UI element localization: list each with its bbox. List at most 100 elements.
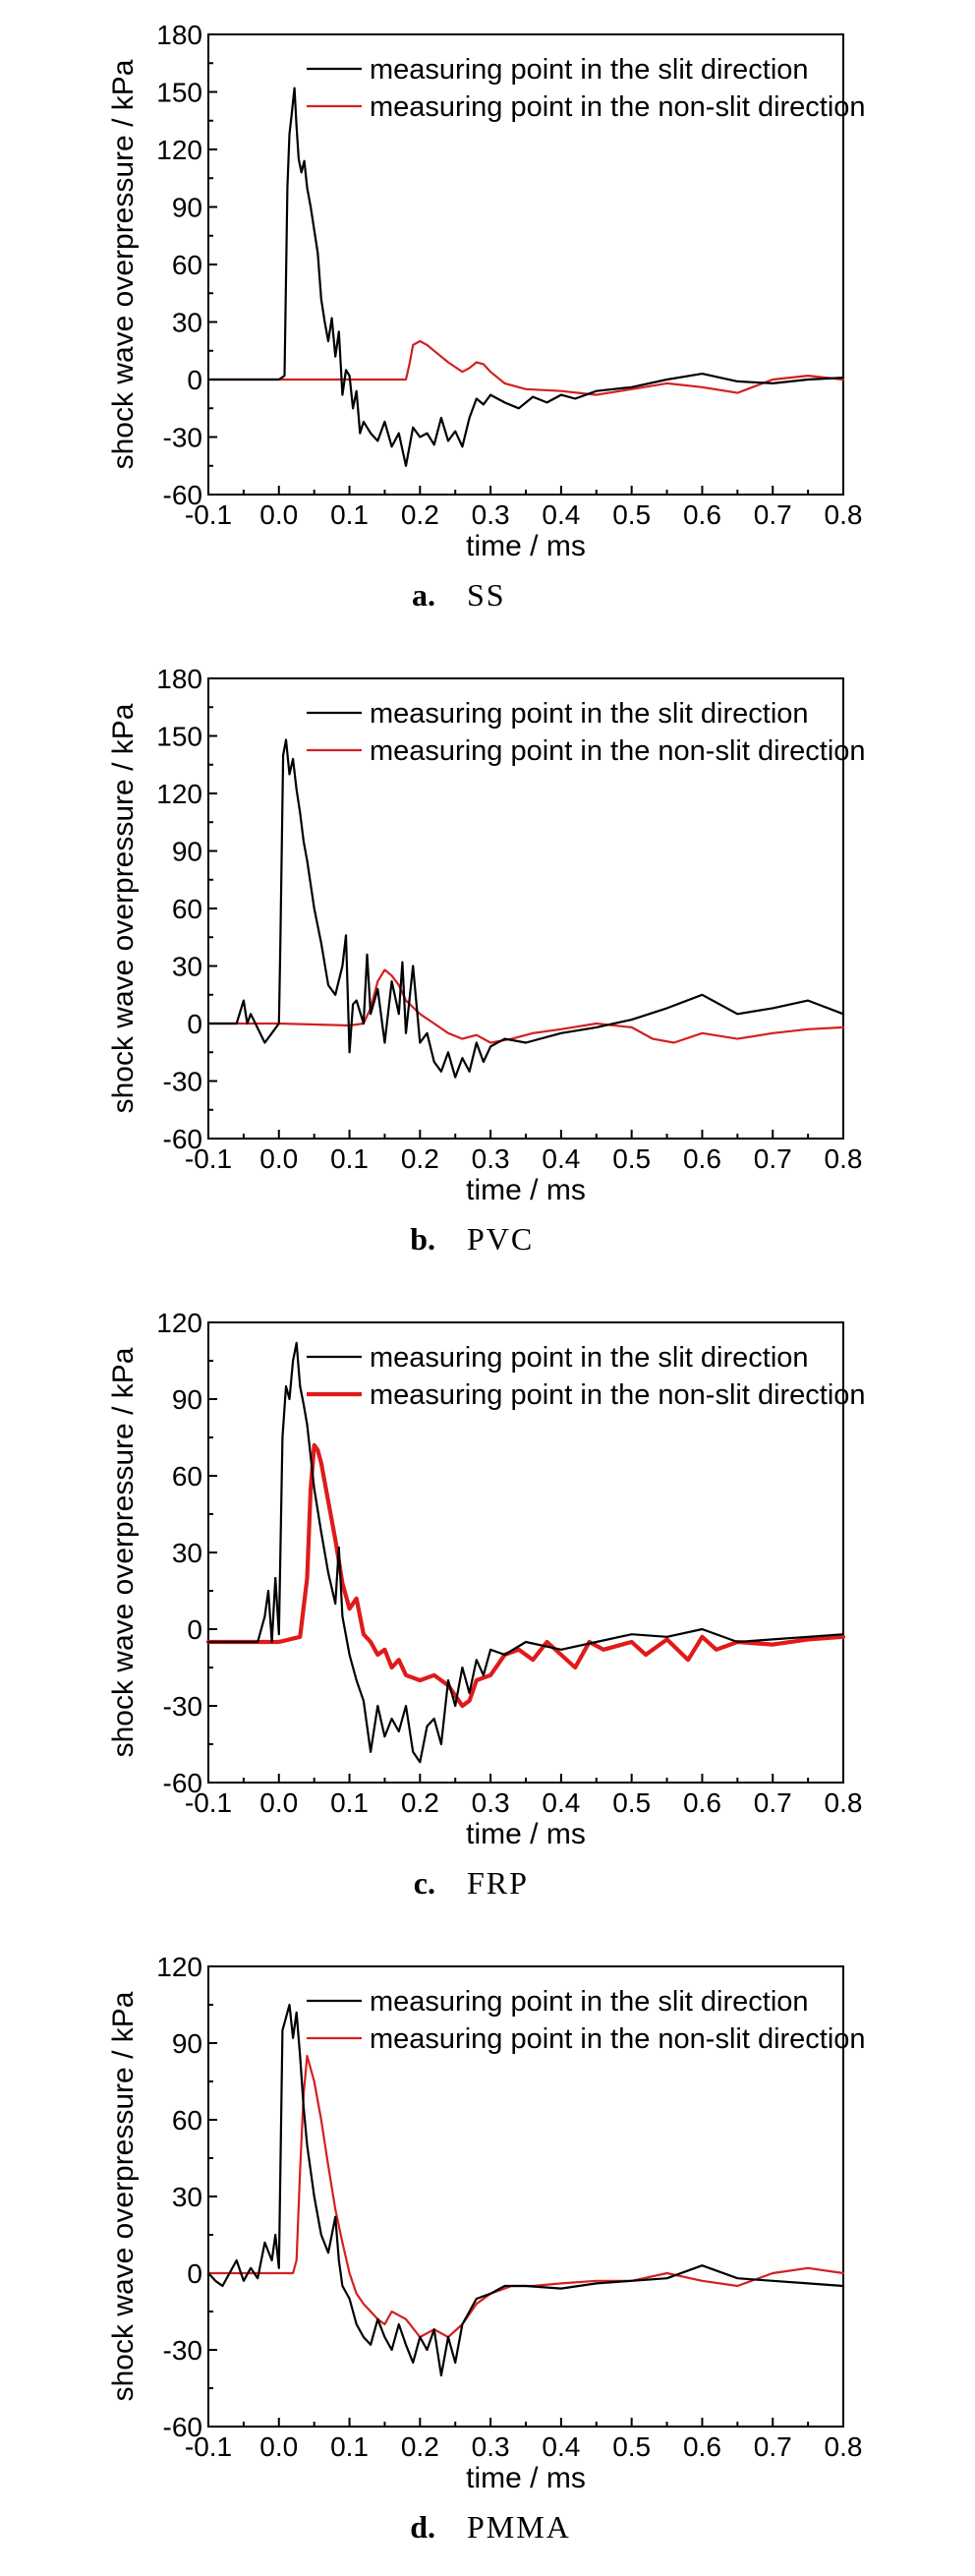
y-tick-label: 60 xyxy=(172,250,202,280)
x-tick-label: 0.8 xyxy=(825,499,863,530)
x-tick-label: 0.7 xyxy=(754,1143,792,1174)
y-tick-label: 180 xyxy=(156,664,202,694)
caption-material: SS xyxy=(467,577,506,613)
x-axis-label: time / ms xyxy=(466,2462,586,2494)
y-axis-label: shock wave overpressure / kPa xyxy=(107,1991,140,2401)
series-line-non-slit xyxy=(206,968,845,1044)
legend-label-slit: measuring point in the slit direction xyxy=(370,1986,809,2018)
series-line-non-slit xyxy=(206,339,845,396)
caption-letter: a. xyxy=(412,577,435,613)
x-tick-label: 0.3 xyxy=(472,499,510,530)
chart-panel-2: -0.1 0.0 0.1 0.2 0.3 0.4 0.5 0.6 0.7 0.8 -60 -30 0 30… xyxy=(107,664,866,1257)
x-tick-label: 0.1 xyxy=(330,1143,369,1174)
x-tick-label: 0.1 xyxy=(330,2431,369,2462)
x-tick-label: 0.8 xyxy=(825,1787,863,1818)
y-tick-label: 150 xyxy=(156,78,202,108)
y-tick-label: 150 xyxy=(156,722,202,752)
x-tick-label: 0.3 xyxy=(472,1787,510,1818)
legend-label-slit: measuring point in the slit direction xyxy=(370,54,809,86)
x-tick-label: 0.7 xyxy=(754,1787,792,1818)
y-tick-label: 90 xyxy=(172,193,202,223)
x-tick-label: 0.5 xyxy=(612,2431,651,2462)
x-tick-label: 0.3 xyxy=(472,1143,510,1174)
y-tick-label: 90 xyxy=(172,1384,202,1415)
x-tick-label: -0.1 xyxy=(185,1143,232,1174)
y-tick-label: -30 xyxy=(163,423,202,453)
y-axis-label: shock wave overpressure / kPa xyxy=(107,703,140,1113)
caption-letter: d. xyxy=(410,2509,435,2545)
legend-label-slit: measuring point in the slit direction xyxy=(370,1342,809,1374)
y-tick-label: 60 xyxy=(172,894,202,924)
legend-label-non-slit: measuring point in the non-slit directio… xyxy=(370,1379,866,1411)
y-tick-label: -60 xyxy=(163,1124,202,1154)
y-tick-label: 0 xyxy=(187,1614,202,1645)
x-tick-label: 0.5 xyxy=(612,1143,651,1174)
x-tick-label: 0.2 xyxy=(401,1787,439,1818)
y-tick-label: 120 xyxy=(156,135,202,165)
caption-material: FRP xyxy=(467,1865,529,1901)
y-tick-label: 180 xyxy=(156,20,202,50)
x-axis-label: time / ms xyxy=(466,1818,586,1850)
caption-material: PMMA xyxy=(467,2509,571,2545)
x-tick-label: 0.0 xyxy=(259,499,298,530)
y-tick-label: 60 xyxy=(172,2105,202,2136)
chart-panel-1: -0.1 0.0 0.1 0.2 0.3 0.4 0.5 0.6 0.7 0.8 -60 -30 0 30… xyxy=(107,20,866,613)
x-tick-label: 0.4 xyxy=(542,499,580,530)
x-tick-label: 0.7 xyxy=(754,2431,792,2462)
y-tick-label: -30 xyxy=(163,2335,202,2366)
caption-letter: c. xyxy=(414,1865,435,1901)
y-tick-label: 0 xyxy=(187,2258,202,2289)
caption-letter: b. xyxy=(410,1221,435,1257)
x-tick-label: 0.6 xyxy=(683,2431,721,2462)
y-tick-label: 60 xyxy=(172,1461,202,1492)
chart-panel-4: -0.1 0.0 0.1 0.2 0.3 0.4 0.5 0.6 0.7 0.8 -60 -30 0 30… xyxy=(107,1952,866,2545)
series-line-slit xyxy=(206,2003,845,2377)
y-tick-label: 30 xyxy=(172,308,202,338)
y-tick-label: -60 xyxy=(163,2412,202,2442)
y-tick-label: -60 xyxy=(163,1768,202,1798)
x-axis-label: time / ms xyxy=(466,1174,586,1206)
series-line-slit xyxy=(206,87,845,467)
x-tick-label: 0.6 xyxy=(683,499,721,530)
x-tick-label: 0.3 xyxy=(472,2431,510,2462)
x-tick-label: 0.6 xyxy=(683,1787,721,1818)
x-tick-label: 0.8 xyxy=(825,1143,863,1174)
y-tick-label: 30 xyxy=(172,2182,202,2212)
legend-label-non-slit: measuring point in the non-slit directio… xyxy=(370,2023,866,2055)
legend-label-slit: measuring point in the slit direction xyxy=(370,698,809,730)
x-tick-label: 0.4 xyxy=(542,2431,580,2462)
series-line-slit xyxy=(206,1341,845,1764)
y-axis-label: shock wave overpressure / kPa xyxy=(107,1347,140,1757)
y-tick-label: 0 xyxy=(187,1009,202,1039)
x-tick-label: 0.2 xyxy=(401,2431,439,2462)
y-tick-label: 120 xyxy=(156,1952,202,1982)
x-tick-label: 0.8 xyxy=(825,2431,863,2462)
x-tick-label: 0.2 xyxy=(401,1143,439,1174)
legend-label-non-slit: measuring point in the non-slit directio… xyxy=(370,91,866,123)
x-tick-label: -0.1 xyxy=(185,1787,232,1818)
y-tick-label: -30 xyxy=(163,1691,202,1722)
y-tick-label: 120 xyxy=(156,779,202,809)
x-tick-label: -0.1 xyxy=(185,2431,232,2462)
y-tick-label: -30 xyxy=(163,1067,202,1097)
y-tick-label: -60 xyxy=(163,480,202,510)
series-line-non-slit xyxy=(205,1442,846,1709)
x-tick-label: 0.0 xyxy=(259,1143,298,1174)
x-tick-label: 0.5 xyxy=(612,499,651,530)
series-line-slit xyxy=(206,738,845,1079)
y-axis-label: shock wave overpressure / kPa xyxy=(107,59,140,469)
y-tick-label: 90 xyxy=(172,837,202,867)
x-tick-label: 0.7 xyxy=(754,499,792,530)
x-tick-label: 0.4 xyxy=(542,1787,580,1818)
x-tick-label: 0.4 xyxy=(542,1143,580,1174)
chart-panel-3: -0.1 0.0 0.1 0.2 0.3 0.4 0.5 0.6 0.7 0.8 -60 -30 0 30… xyxy=(107,1308,866,1901)
x-tick-label: 0.2 xyxy=(401,499,439,530)
caption-material: PVC xyxy=(467,1221,534,1257)
legend-label-non-slit: measuring point in the non-slit directio… xyxy=(370,735,866,767)
x-tick-label: 0.0 xyxy=(259,2431,298,2462)
y-tick-label: 30 xyxy=(172,952,202,982)
x-tick-label: 0.0 xyxy=(259,1787,298,1818)
y-tick-label: 120 xyxy=(156,1308,202,1338)
x-tick-label: 0.1 xyxy=(330,1787,369,1818)
y-tick-label: 30 xyxy=(172,1538,202,1568)
